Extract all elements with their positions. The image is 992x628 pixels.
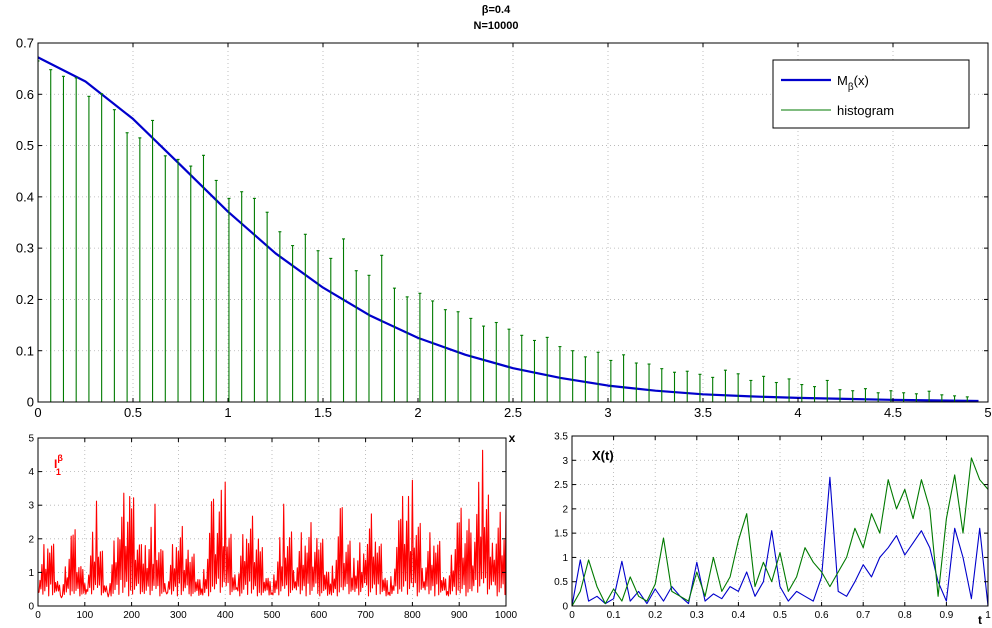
x-tick-label: 1.5 (314, 405, 332, 420)
y-tick-label: 0.5 (16, 138, 34, 153)
x-tick-label: 0 (35, 610, 41, 621)
figure-title-beta: β=0.4 (481, 4, 511, 16)
x-tick-label: 400 (217, 610, 234, 621)
x-tick-label: 0.5 (773, 610, 787, 621)
x-tick-label: 0.7 (856, 610, 870, 621)
series-line-1 (38, 56, 979, 402)
x-tick-label: 3 (604, 405, 611, 420)
x-tick-label: 3.5 (694, 405, 712, 420)
x-tick-label: 0 (34, 405, 41, 420)
y-tick-label: 0 (27, 395, 34, 410)
x-tick-label: 500 (264, 610, 281, 621)
y-tick-label: 1.5 (554, 529, 568, 540)
legend-label-2: histogram (837, 103, 894, 118)
x-tick-label: 0.4 (731, 610, 745, 621)
data-layer (38, 449, 506, 599)
x-tick-label: 0.8 (898, 610, 912, 621)
y-tick-label: 2 (28, 534, 34, 545)
y-tick-label: 0.6 (16, 87, 34, 102)
chart-panel-2: 0 100 200 300 400 500 600 700 800 900 1000 0 1 2 3 4 5 Iβ… (28, 434, 517, 622)
y-tick-label: 3 (562, 456, 568, 467)
chart-panel-1: 0 0.5 1 1.5 2 2.5 3 3.5 4 4.5 5 0 0.1 0.2 0.3 0.4 0.5 0.6… (16, 36, 992, 445)
y-tick-label: 4 (28, 467, 34, 478)
x-tick-label: 5 (984, 405, 991, 420)
y-tick-label: 2 (562, 504, 568, 515)
x-tick-label: 1 (985, 610, 991, 621)
x-tick-label: 700 (357, 610, 374, 621)
y-tick-label: 0 (562, 602, 568, 613)
x-tick-label: 800 (404, 610, 421, 621)
x-tick-label: 600 (310, 610, 327, 621)
x-tick-label: 2 (414, 405, 421, 420)
series-line-2 (572, 457, 988, 606)
x-tick-label: 0.2 (648, 610, 662, 621)
y-tick-label: 5 (28, 434, 34, 445)
x-tick-label: 1000 (495, 610, 518, 621)
x-tick-label: 0.3 (690, 610, 704, 621)
x-tick-label: 2.5 (504, 405, 522, 420)
series-line-1 (572, 476, 988, 606)
x-tick-label: 4.5 (884, 405, 902, 420)
y-tick-label: 0.4 (16, 189, 34, 204)
y-tick-label: 0.3 (16, 241, 34, 256)
data-layer (38, 56, 979, 402)
x-tick-label: 0 (569, 610, 575, 621)
chart-panel-3: 0 0.1 0.2 0.3 0.4 0.5 0.6 0.7 0.8 0.9 1 0 0.5 1 1.5 2 2.… (554, 432, 991, 628)
legend-label-1: Mβ(x) (837, 73, 869, 93)
y-tick-label: 1 (28, 568, 34, 579)
y-tick-label: 3.5 (554, 432, 568, 443)
series-line-1 (38, 449, 506, 599)
x-tick-label: 0.1 (607, 610, 621, 621)
x-axis-label: t (978, 613, 982, 627)
legend-box (772, 59, 970, 129)
figure-title-n: N=10000 (473, 20, 519, 32)
x-tick-label: 900 (451, 610, 468, 621)
x-tick-label: 0.6 (815, 610, 829, 621)
x-tick-label: 0.9 (939, 610, 953, 621)
panel-annotation: X(t) (592, 448, 614, 463)
y-tick-label: 0 (28, 602, 34, 613)
legend: Mβ(x) histogram (772, 59, 970, 129)
x-axis-label: x (509, 431, 516, 445)
panel-annotation: Iβ 1 (54, 453, 63, 477)
y-tick-label: 3 (28, 501, 34, 512)
x-tick-label: 1 (224, 405, 231, 420)
data-layer (572, 457, 988, 606)
x-tick-label: 300 (170, 610, 187, 621)
x-tick-label: 100 (76, 610, 93, 621)
x-tick-label: 0.5 (124, 405, 142, 420)
y-tick-label: 0.1 (16, 343, 34, 358)
y-tick-label: 1 (562, 553, 568, 564)
x-tick-label: 4 (794, 405, 801, 420)
y-tick-label: 0.5 (554, 577, 568, 588)
y-tick-label: 0.7 (16, 36, 34, 51)
x-tick-label: 200 (123, 610, 140, 621)
y-tick-label: 2.5 (554, 480, 568, 491)
y-tick-label: 0.2 (16, 292, 34, 307)
